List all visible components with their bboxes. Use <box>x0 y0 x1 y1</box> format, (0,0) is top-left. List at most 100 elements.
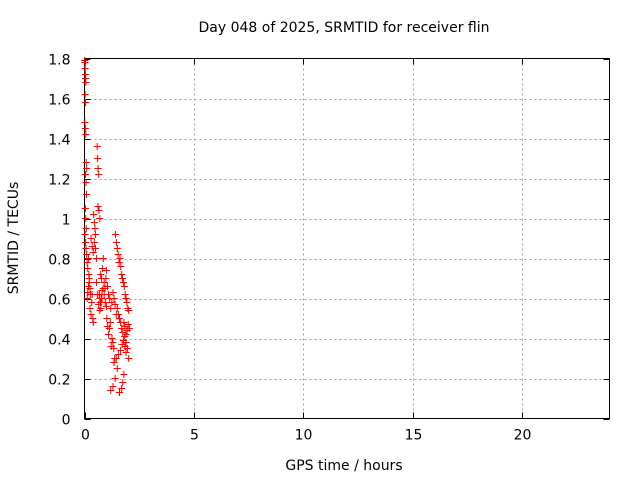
data-point <box>119 275 127 282</box>
data-point <box>81 119 89 126</box>
data-point <box>125 325 133 332</box>
data-point <box>83 165 91 172</box>
y-tick-label: 1.2 <box>48 173 70 189</box>
data-point <box>82 225 90 232</box>
data-point <box>82 159 90 166</box>
data-point <box>120 319 128 326</box>
data-point <box>103 283 111 290</box>
data-point <box>115 259 123 266</box>
data-point <box>88 299 96 306</box>
data-point <box>93 255 101 262</box>
data-point <box>93 279 101 286</box>
y-tick-label: 1.6 <box>48 93 70 109</box>
data-point <box>82 179 90 186</box>
data-point <box>95 171 103 178</box>
data-point <box>84 255 92 262</box>
data-point <box>82 79 90 86</box>
data-point <box>87 235 95 242</box>
data-point <box>83 259 91 266</box>
data-point <box>96 307 104 314</box>
plot-frame <box>84 58 610 419</box>
data-point <box>109 383 117 390</box>
data-point <box>101 299 109 306</box>
data-points <box>81 57 133 396</box>
data-point <box>109 339 117 346</box>
data-point <box>110 295 118 302</box>
data-point <box>114 351 122 358</box>
data-point <box>102 267 110 274</box>
data-point <box>111 301 119 308</box>
data-point <box>102 303 110 310</box>
y-tick-label: 0.6 <box>48 293 70 309</box>
data-point <box>82 239 90 246</box>
data-point <box>90 219 98 226</box>
data-point <box>83 251 91 258</box>
data-point <box>82 131 90 138</box>
data-point <box>122 349 130 356</box>
data-point <box>122 339 130 346</box>
data-point <box>89 249 97 256</box>
x-tick-label: 5 <box>190 428 199 444</box>
data-point <box>90 239 98 246</box>
grid-layer <box>84 58 610 419</box>
y-tick-label: 0 <box>62 413 71 429</box>
y-tick-label: 1 <box>62 213 71 229</box>
data-point <box>113 305 121 312</box>
data-point <box>84 289 92 296</box>
data-point <box>124 321 132 328</box>
y-tick-label: 0.8 <box>48 253 70 269</box>
data-point <box>121 291 129 298</box>
data-point <box>81 231 89 238</box>
data-point <box>91 245 99 252</box>
data-point <box>94 203 102 210</box>
data-point <box>111 375 119 382</box>
data-point <box>120 371 128 378</box>
data-point <box>114 311 122 318</box>
data-point <box>81 65 89 72</box>
data-point <box>99 255 107 262</box>
data-point <box>86 305 94 312</box>
data-point <box>91 225 99 232</box>
data-point <box>96 215 104 222</box>
data-point <box>113 365 121 372</box>
data-point <box>94 165 102 172</box>
data-point <box>123 345 131 352</box>
data-point <box>85 275 93 282</box>
data-point <box>113 245 121 252</box>
data-point <box>90 211 98 218</box>
data-point <box>95 207 103 214</box>
data-point <box>94 155 102 162</box>
data-point <box>107 305 115 312</box>
data-point <box>97 271 105 278</box>
data-point <box>112 355 120 362</box>
data-point <box>125 355 133 362</box>
data-point <box>82 215 90 222</box>
data-point <box>89 319 97 326</box>
y-axis-label: SRMTID / TECUs <box>6 182 22 295</box>
data-point <box>98 265 106 272</box>
tick-layer: 0 5 10 15 20 0 0.2 0.4 0.6 0.8 1 1.2 1.4 1.6 1.8 <box>48 53 610 444</box>
data-point <box>81 59 89 66</box>
data-point <box>110 359 118 366</box>
data-point <box>84 283 92 290</box>
x-tick-label: 20 <box>514 428 532 444</box>
x-tick-label: 0 <box>81 428 90 444</box>
data-point <box>102 275 110 282</box>
data-point <box>82 99 90 106</box>
x-tick-label: 10 <box>295 428 313 444</box>
data-point <box>106 319 114 326</box>
data-point <box>118 385 126 392</box>
x-axis-label: GPS time / hours <box>285 458 402 474</box>
data-point <box>107 387 115 394</box>
y-tick-label: 0.4 <box>48 333 70 349</box>
data-point <box>109 289 117 296</box>
data-point <box>105 291 113 298</box>
data-point <box>84 265 92 272</box>
data-point <box>108 335 116 342</box>
data-point <box>116 315 123 322</box>
data-point <box>118 271 126 278</box>
y-tick-label: 0.2 <box>48 373 70 389</box>
data-point <box>122 295 130 302</box>
y-tick-label: 1.8 <box>48 53 70 69</box>
